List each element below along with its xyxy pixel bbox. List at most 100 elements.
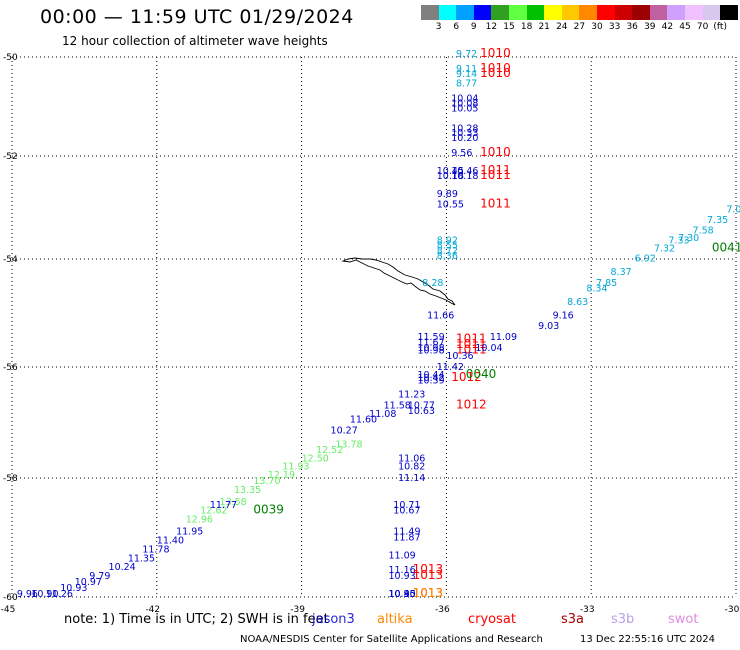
x-tick-label: -30 bbox=[725, 605, 740, 615]
wave-height-label: 8.72 bbox=[437, 246, 458, 257]
wave-height-label: 10.04 bbox=[451, 94, 478, 105]
wave-height-label: 12.62 bbox=[200, 506, 227, 517]
y-tick-label: -56 bbox=[3, 363, 18, 373]
wave-height-label: 9.56 bbox=[451, 148, 472, 159]
color-scale-label: 30 bbox=[591, 22, 603, 32]
credit-date: 13 Dec 22:55:16 UTC 2024 bbox=[580, 634, 715, 645]
wave-height-label: 10.95 bbox=[388, 589, 415, 600]
cycle-id-label: 1013 bbox=[413, 586, 444, 600]
cycle-id-label: 1011 bbox=[456, 337, 487, 351]
color-scale-label: 45 bbox=[679, 22, 691, 32]
wave-height-label: 9.79 bbox=[89, 571, 110, 582]
cycle-id-label: 1013 bbox=[413, 568, 444, 582]
color-scale-label: 18 bbox=[520, 22, 533, 32]
wave-height-label: 8.28 bbox=[422, 278, 443, 289]
wave-height-label: 7.30 bbox=[678, 233, 699, 244]
wave-height-label: 10.42 bbox=[417, 373, 444, 384]
color-scale-label: 9 bbox=[470, 22, 477, 32]
wave-height-label: 11.23 bbox=[398, 390, 425, 401]
wave-height-label: 13.58 bbox=[220, 497, 247, 508]
cycle-id-label: 1012 bbox=[451, 370, 482, 384]
wave-height-label: 10.93 bbox=[388, 571, 415, 582]
wave-height-label: 10.33 bbox=[451, 128, 478, 139]
color-scale-label: 6 bbox=[453, 22, 460, 32]
wave-height-label: 11.78 bbox=[142, 544, 169, 555]
legend-swot: swot bbox=[668, 612, 699, 627]
wave-height-label: 7.02 bbox=[726, 205, 740, 216]
cycle-id-label: 1010 bbox=[480, 66, 511, 80]
x-tick-label: -42 bbox=[145, 605, 160, 615]
x-tick-label: -39 bbox=[290, 605, 305, 615]
color-swatch bbox=[508, 5, 527, 20]
color-swatch bbox=[561, 5, 580, 20]
color-scale-label: 3 bbox=[435, 22, 442, 32]
wave-height-label: 12.19 bbox=[268, 470, 295, 481]
wave-height-label: 11.59 bbox=[417, 332, 444, 343]
wave-height-label: 10.55 bbox=[437, 200, 464, 211]
wave-height-label: 13.78 bbox=[335, 439, 362, 450]
x-tick-label: -33 bbox=[580, 605, 595, 615]
color-swatch bbox=[421, 5, 439, 20]
wave-height-label: 10.97 bbox=[75, 577, 102, 588]
y-tick-label: -50 bbox=[3, 53, 18, 63]
wave-height-label: 7.85 bbox=[596, 278, 617, 289]
wave-height-label: 10.67 bbox=[393, 506, 420, 517]
color-scale-label: 12 bbox=[485, 22, 498, 32]
color-scale-label: 27 bbox=[573, 22, 586, 32]
wave-height-label: 11.16 bbox=[388, 565, 415, 576]
wave-height-label: 8.92 bbox=[437, 236, 458, 247]
footer-note: note: 1) Time is in UTC; 2) SWH is in fe… bbox=[0, 612, 740, 630]
wave-height-label: 9.03 bbox=[538, 321, 559, 332]
wave-height-label: 7.32 bbox=[654, 243, 675, 254]
wave-height-label: 8.37 bbox=[611, 267, 632, 278]
wave-height-label: 10.20 bbox=[451, 133, 478, 144]
wave-height-label: 11.14 bbox=[398, 473, 425, 484]
wave-height-label: 10.45 bbox=[437, 166, 464, 177]
wave-height-label: 11.26 bbox=[46, 589, 73, 600]
wave-height-label: 9.72 bbox=[456, 49, 477, 60]
wave-height-label: 11.77 bbox=[210, 500, 237, 511]
wave-height-label: 9.96 bbox=[17, 589, 38, 600]
wave-height-label: 11.40 bbox=[157, 535, 184, 546]
color-swatch bbox=[614, 5, 633, 20]
color-scale-label: 42 bbox=[661, 22, 674, 32]
wave-height-label: 10.45 bbox=[388, 589, 415, 600]
wave-height-label: 11.08 bbox=[369, 409, 396, 420]
wave-height-label: 10.46 bbox=[451, 166, 478, 177]
legend-altika: altika bbox=[377, 612, 413, 627]
wave-height-label: 11.35 bbox=[128, 553, 155, 564]
cycle-id-label: 1011 bbox=[480, 163, 511, 177]
wave-height-label: 10.93 bbox=[60, 583, 87, 594]
wave-height-label: 13.35 bbox=[234, 485, 261, 496]
color-scale-label: 33 bbox=[608, 22, 621, 32]
credit-text: NOAA/NESDIS Center for Satellite Applica… bbox=[240, 634, 543, 645]
wave-height-label: 7.33 bbox=[668, 236, 689, 247]
wave-height-label: 7.58 bbox=[693, 225, 714, 236]
wave-height-label: 10.71 bbox=[393, 500, 420, 511]
wave-height-label: 10.30 bbox=[388, 589, 415, 600]
wave-height-label: 10.27 bbox=[331, 426, 358, 437]
color-swatch bbox=[667, 5, 685, 20]
wave-height-label: 10.39 bbox=[417, 376, 444, 387]
cycle-id-label: 1011 bbox=[480, 168, 511, 182]
wave-height-label: 9.11 bbox=[456, 64, 477, 75]
wave-height-label: 8.63 bbox=[567, 297, 588, 308]
wave-height-label: 7.35 bbox=[707, 215, 728, 226]
y-tick-label: -60 bbox=[3, 593, 18, 603]
cycle-id-label: 1011 bbox=[480, 197, 511, 211]
color-swatch bbox=[473, 5, 492, 20]
wave-height-label: 11.60 bbox=[350, 415, 377, 426]
wave-height-label: 10.18 bbox=[451, 171, 478, 182]
wave-height-label: 8.34 bbox=[586, 283, 607, 294]
wave-height-label: 12.50 bbox=[302, 453, 329, 464]
note-text: note: 1) Time is in UTC; 2) SWH is in fe… bbox=[64, 612, 329, 627]
color-swatch bbox=[579, 5, 597, 20]
wave-height-label: 8.55 bbox=[437, 241, 458, 252]
cycle-id-label: 1013 bbox=[413, 562, 444, 576]
color-scale-label: 70 bbox=[696, 22, 709, 32]
wave-height-label: 9.16 bbox=[553, 310, 574, 321]
color-scale-label: 15 bbox=[503, 22, 515, 32]
color-scale-label: 39 bbox=[644, 22, 656, 32]
y-tick-label: -52 bbox=[3, 152, 18, 162]
